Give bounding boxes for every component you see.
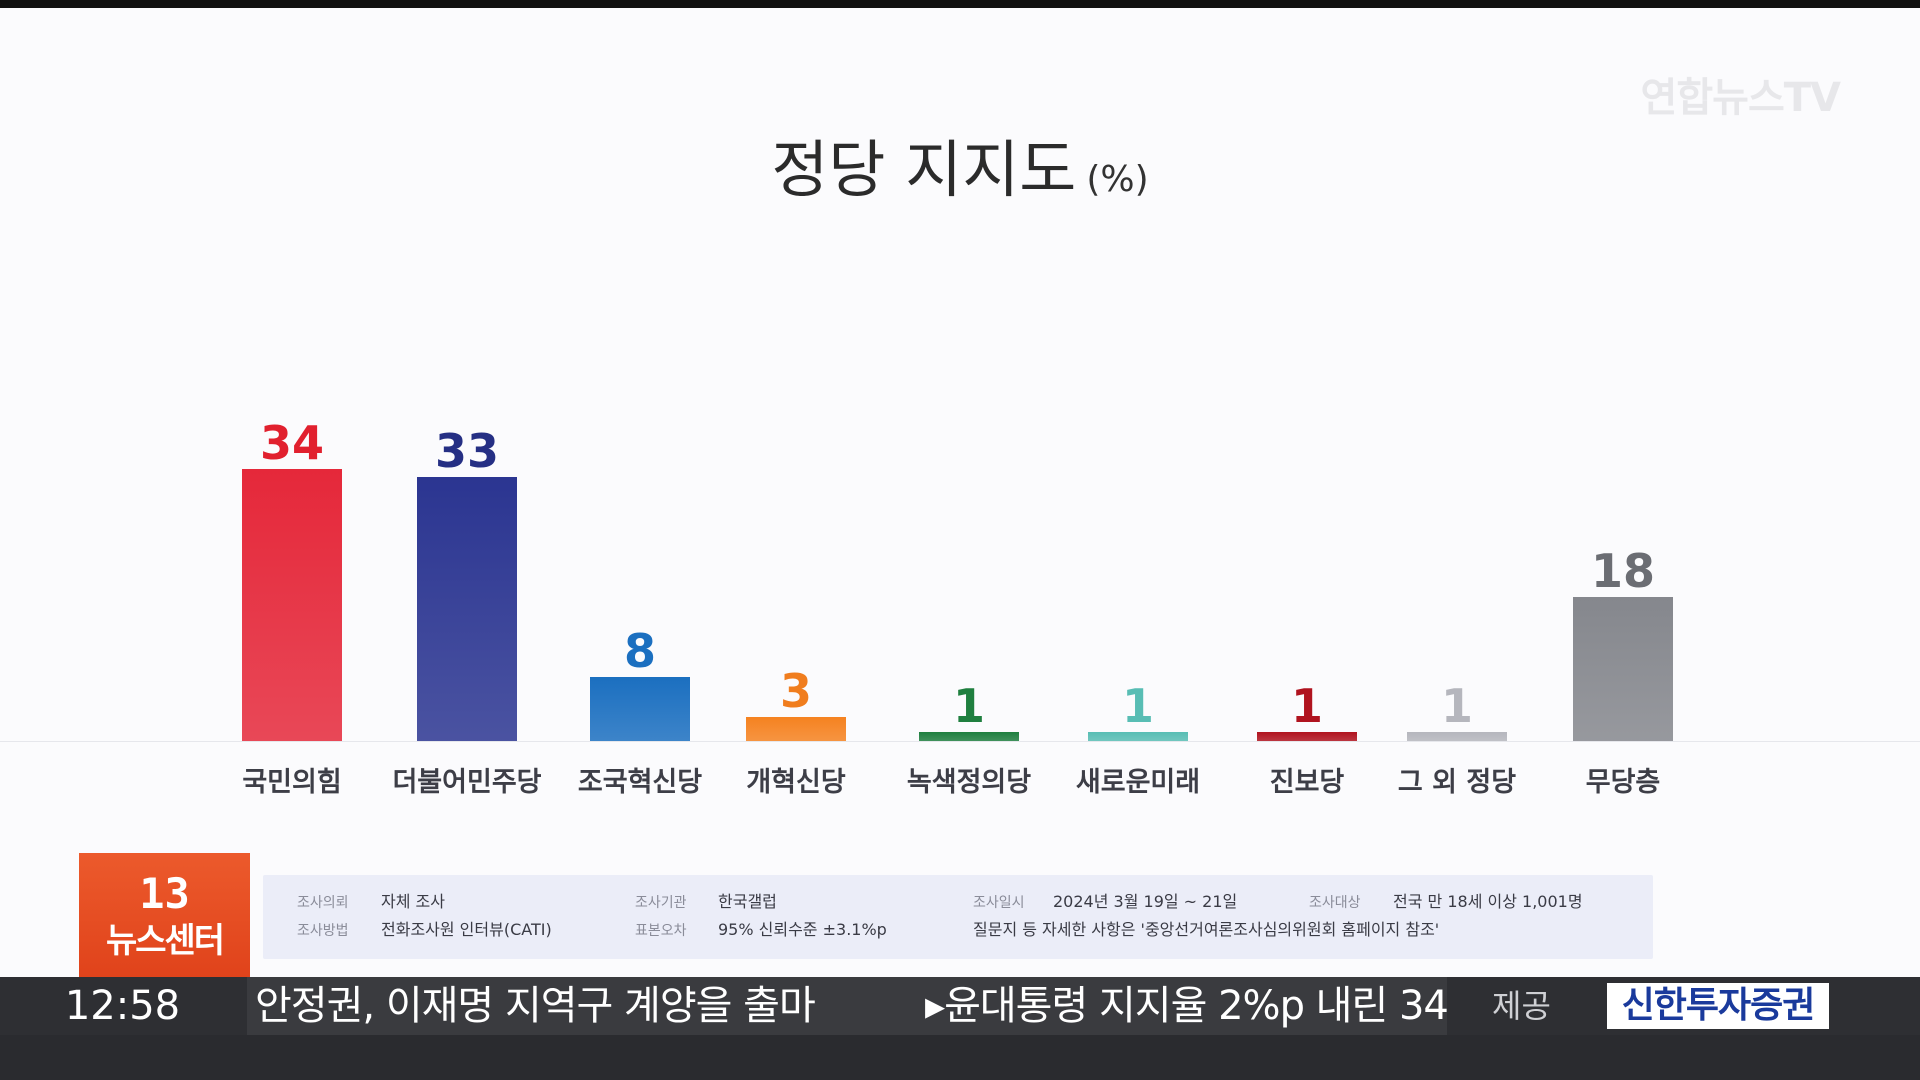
ticker-provided-label: 제공	[1492, 987, 1551, 1025]
bar-chart: 34 국민의힘 33 더불어민주당 8 조국혁신당 3 개혁신당 1 녹색정의당 1 새로운미래 1 진보…	[0, 416, 1920, 798]
survey-label-margin: 표본오차	[635, 923, 687, 939]
bar-8	[1407, 732, 1507, 741]
category-label-6: 새로운미래	[1076, 767, 1200, 798]
survey-value-institution: 한국갤럽	[718, 892, 777, 911]
category-label-8: 그 외 정당	[1398, 767, 1516, 798]
bar-5	[919, 732, 1019, 741]
value-label-3: 8	[624, 624, 656, 678]
category-label-9: 무당층	[1586, 767, 1661, 798]
value-label-7: 1	[1291, 679, 1323, 733]
survey-label-institution: 조사기관	[635, 895, 687, 911]
survey-value-date: 2024년 3월 19일 ~ 21일	[1053, 892, 1238, 911]
category-label-1: 국민의힘	[242, 767, 341, 798]
news-ticker: 12:58 안정권, 이재명 지역구 계양을 출마 ▸윤대통령 지지율 2%p …	[0, 977, 1920, 1035]
survey-info-box: 조사의뢰 자체 조사 조사방법 전화조사원 인터뷰(CATI) 조사기관 한국갤…	[263, 875, 1653, 959]
news-center-badge: 13 뉴스센터	[79, 853, 250, 977]
category-label-3: 조국혁신당	[578, 767, 702, 798]
program-name: 뉴스센터	[105, 921, 225, 961]
ticker-clock: 12:58	[64, 983, 181, 1029]
value-label-4: 3	[780, 664, 812, 718]
survey-label-target: 조사대상	[1309, 895, 1361, 911]
chart-unit: (%)	[1086, 159, 1149, 200]
survey-label-method: 조사방법	[297, 923, 349, 939]
bar-7	[1257, 732, 1357, 741]
survey-value-target: 전국 만 18세 이상 1,001명	[1393, 892, 1583, 911]
value-label-2: 33	[435, 424, 499, 478]
bar-6	[1088, 732, 1188, 741]
bar-1	[242, 469, 342, 741]
survey-value-method: 전화조사원 인터뷰(CATI)	[381, 920, 552, 939]
value-label-9: 18	[1591, 544, 1655, 598]
category-label-5: 녹색정의당	[907, 767, 1031, 798]
channel-number: 13	[139, 869, 190, 918]
bar-4	[746, 717, 846, 741]
bar-9	[1573, 597, 1673, 741]
value-label-5: 1	[953, 679, 985, 733]
top-bar	[0, 0, 1920, 8]
bar-2	[417, 477, 517, 741]
category-label-4: 개혁신당	[746, 767, 846, 798]
bar-3	[590, 677, 690, 741]
ticker-headline: 안정권, 이재명 지역구 계양을 출마	[255, 983, 816, 1029]
chart-title-text: 정당 지지도	[771, 133, 1077, 206]
survey-label-requester: 조사의뢰	[297, 895, 349, 911]
value-label-8: 1	[1441, 679, 1473, 733]
survey-value-requester: 자체 조사	[381, 892, 445, 911]
bottom-bar	[0, 1035, 1920, 1080]
category-label-2: 더불어민주당	[392, 767, 541, 798]
value-label-6: 1	[1122, 679, 1154, 733]
broadcaster-watermark: 연합뉴스TV	[1640, 75, 1841, 121]
sponsor-logo: 신한투자증권	[1607, 983, 1829, 1029]
ticker-headline-strip: 안정권, 이재명 지역구 계양을 출마 ▸윤대통령 지지율 2%p 내린 34%	[247, 977, 1447, 1035]
value-label-1: 34	[260, 416, 324, 470]
survey-note: 질문지 등 자세한 사항은 '중앙선거여론조사심의위원회 홈페이지 참조'	[973, 920, 1440, 939]
ticker-headline-next: ▸윤대통령 지지율 2%p 내린 34%	[925, 983, 1447, 1029]
category-label-7: 진보당	[1270, 767, 1345, 798]
survey-value-margin: 95% 신뢰수준 ±3.1%p	[718, 920, 887, 939]
survey-label-date: 조사일시	[973, 895, 1025, 911]
chart-title: 정당 지지도 (%)	[0, 130, 1920, 220]
